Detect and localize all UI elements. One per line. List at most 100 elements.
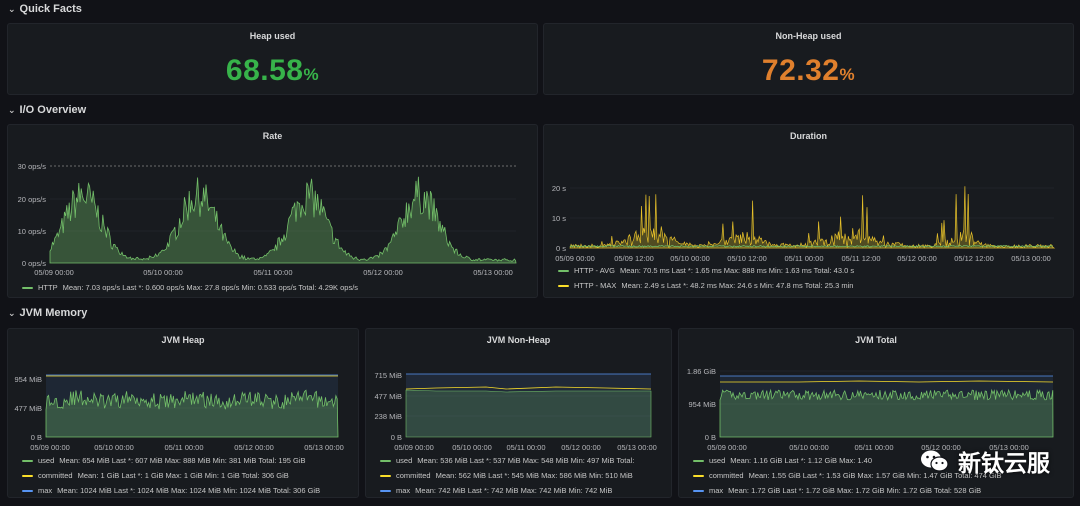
legend-series-name: committed <box>396 471 431 480</box>
legend-item-http[interactable]: HTTP Mean: 7.03 ops/s Last *: 0.600 ops/… <box>22 280 358 295</box>
y-tick-label: 20 s <box>552 184 566 193</box>
legend-stats: Mean: 1 GiB Last *: 1 GiB Max: 1 GiB Min… <box>77 471 289 480</box>
row-title: I/O Overview <box>19 104 87 116</box>
legend-item-http-avg[interactable]: HTTP - AVG Mean: 70.5 ms Last *: 1.65 ms… <box>558 263 854 278</box>
legend-swatch <box>22 286 33 289</box>
panel-title: JVM Non-Heap <box>486 335 551 345</box>
legend-item-used[interactable]: used Mean: 654 MiB Last *: 607 MiB Max: … <box>22 453 320 468</box>
duration-graph: 20 s 10 s 0 s 05/09 00:00 05/09 12:00 05… <box>552 184 1056 263</box>
legend-item-http-max[interactable]: HTTP - MAX Mean: 2.49 s Last *: 48.2 ms … <box>558 278 854 293</box>
y-tick-label: 238 MiB <box>374 412 402 421</box>
y-tick-label: 715 MiB <box>374 371 402 380</box>
chevron-down-icon: ⌄ <box>8 3 16 14</box>
series-committed-line <box>405 386 652 390</box>
legend: used Mean: 1.16 GiB Last *: 1.12 GiB Max… <box>693 453 1002 497</box>
row-title: Quick Facts <box>19 3 82 15</box>
y-tick-label: 477 MiB <box>374 392 402 401</box>
legend-swatch <box>380 489 391 492</box>
legend-item-max[interactable]: max Mean: 742 MiB Last *: 742 MiB Max: 7… <box>380 483 634 497</box>
panel-non-heap-used[interactable]: Non-Heap used 72.32% <box>543 23 1074 95</box>
panel-jvm-total[interactable]: JVM Total 1.86 GiB 954 MiB 0 B 05/09 00:… <box>678 328 1074 498</box>
x-tick-label: 05/12 00:00 <box>561 443 601 452</box>
series-http-max-area <box>569 186 1056 249</box>
legend-swatch <box>558 284 569 287</box>
legend-series-name: used <box>396 456 413 465</box>
legend-series-name: max <box>396 486 411 495</box>
x-tick-label: 05/13 00:00 <box>989 443 1029 452</box>
max-area <box>406 374 651 437</box>
panel-title: Non-Heap used <box>775 31 842 41</box>
jvm-heap-graph: 954 MiB 477 MiB 0 B 05/09 00:00 05/10 00… <box>14 374 344 452</box>
x-axis: 05/09 00:00 05/09 12:00 05/10 00:00 05/1… <box>555 254 1051 263</box>
chevron-down-icon: ⌄ <box>8 104 16 115</box>
panel-jvm-heap[interactable]: JVM Heap 954 MiB 477 MiB 0 B 05/09 00:00… <box>7 328 359 498</box>
legend-item-max[interactable]: max Mean: 1024 MiB Last *: 1024 MiB Max:… <box>22 483 320 498</box>
y-tick-label: 954 MiB <box>14 375 42 384</box>
y-tick-label: 0 s <box>556 244 566 253</box>
y-tick-label: 954 MiB <box>688 400 716 409</box>
legend-series-name: used <box>38 456 55 465</box>
legend-swatch <box>693 459 704 462</box>
y-tick-label: 0 ops/s <box>22 259 46 268</box>
legend-item-used[interactable]: used Mean: 1.16 GiB Last *: 1.12 GiB Max… <box>693 453 1002 468</box>
y-axis: 20 s 10 s 0 s <box>552 184 566 253</box>
legend-series-name: HTTP - AVG <box>574 266 615 275</box>
legend-swatch <box>558 269 569 272</box>
legend-stats: Mean: 654 MiB Last *: 607 MiB Max: 888 M… <box>59 456 306 465</box>
x-tick-label: 05/09 12:00 <box>614 254 654 263</box>
x-tick-label: 05/13 00:00 <box>617 443 657 452</box>
x-tick-label: 05/11 00:00 <box>784 254 823 263</box>
legend-item-committed[interactable]: committed Mean: 562 MiB Last *: 545 MiB … <box>380 468 634 483</box>
x-tick-label: 05/13 00:00 <box>473 268 513 277</box>
x-tick-label: 05/12 00:00 <box>363 268 403 277</box>
legend-stats: Mean: 1024 MiB Last *: 1024 MiB Max: 102… <box>57 486 321 495</box>
legend-stats: Mean: 742 MiB Last *: 742 MiB Max: 742 M… <box>415 486 613 495</box>
row-header-io-overview[interactable]: ⌄ I/O Overview <box>8 102 86 118</box>
panel-heap-used[interactable]: Heap used 68.58% <box>7 23 538 95</box>
x-tick-label: 05/09 00:00 <box>34 268 74 277</box>
x-tick-label: 05/11 00:00 <box>164 443 203 452</box>
stat-value: 72.32% <box>544 54 1073 88</box>
legend-swatch <box>693 474 704 477</box>
series-used-area <box>719 388 1054 438</box>
x-tick-label: 05/09 00:00 <box>30 443 70 452</box>
x-tick-label: 05/11 12:00 <box>841 254 880 263</box>
series-used-area <box>405 389 652 438</box>
series-used-area <box>45 389 339 438</box>
max-area <box>720 376 1053 437</box>
row-title: JVM Memory <box>19 307 88 319</box>
x-tick-label: 05/09 00:00 <box>707 443 747 452</box>
legend-item-max[interactable]: max Mean: 1.72 GiB Last *: 1.72 GiB Max:… <box>693 483 1002 497</box>
row-header-jvm-memory[interactable]: ⌄ JVM Memory <box>8 305 87 321</box>
legend-stats: Mean: 536 MiB Last *: 537 MiB Max: 548 M… <box>417 456 635 465</box>
legend-stats: Mean: 1.72 GiB Last *: 1.72 GiB Max: 1.7… <box>728 486 982 495</box>
x-axis: 05/09 00:00 05/10 00:00 05/11 00:00 05/1… <box>34 268 513 277</box>
legend-swatch <box>22 474 33 477</box>
x-tick-label: 05/10 12:00 <box>727 254 767 263</box>
watermark-text: 新钛云服 <box>958 450 1050 476</box>
watermark: 新钛云服 <box>920 444 1050 478</box>
panel-jvm-non-heap[interactable]: JVM Non-Heap 715 MiB 477 MiB 238 MiB 0 B… <box>365 328 672 498</box>
row-header-quick-facts[interactable]: ⌄ Quick Facts <box>8 1 82 17</box>
legend-item-committed[interactable]: committed Mean: 1.55 GiB Last *: 1.53 Gi… <box>693 468 1002 483</box>
legend-series-name: committed <box>38 471 73 480</box>
legend-stats: Mean: 562 MiB Last *: 545 MiB Max: 586 M… <box>435 471 633 480</box>
legend-series-name: HTTP <box>38 283 58 292</box>
y-tick-label: 30 ops/s <box>18 162 47 171</box>
panel-duration[interactable]: Duration 20 s 10 s 0 s 05/09 00:00 05/09… <box>543 124 1074 298</box>
x-tick-label: 05/11 00:00 <box>506 443 545 452</box>
x-tick-label: 05/10 00:00 <box>94 443 134 452</box>
legend-swatch <box>693 489 704 492</box>
panel-rate[interactable]: Rate 30 ops/s 20 ops/s 10 ops/s 0 ops/s … <box>7 124 538 298</box>
legend-item-used[interactable]: used Mean: 536 MiB Last *: 537 MiB Max: … <box>380 453 634 468</box>
legend-swatch <box>380 474 391 477</box>
legend: used Mean: 536 MiB Last *: 537 MiB Max: … <box>380 453 634 497</box>
stat-value: 68.58% <box>8 54 537 88</box>
legend-series-name: used <box>709 456 726 465</box>
x-tick-label: 05/10 00:00 <box>143 268 183 277</box>
x-tick-label: 05/12 00:00 <box>234 443 274 452</box>
wechat-icon <box>921 450 949 472</box>
legend-stats: Mean: 7.03 ops/s Last *: 0.600 ops/s Max… <box>62 283 359 292</box>
legend-item-committed[interactable]: committed Mean: 1 GiB Last *: 1 GiB Max:… <box>22 468 320 483</box>
x-tick-label: 05/12 12:00 <box>954 254 994 263</box>
